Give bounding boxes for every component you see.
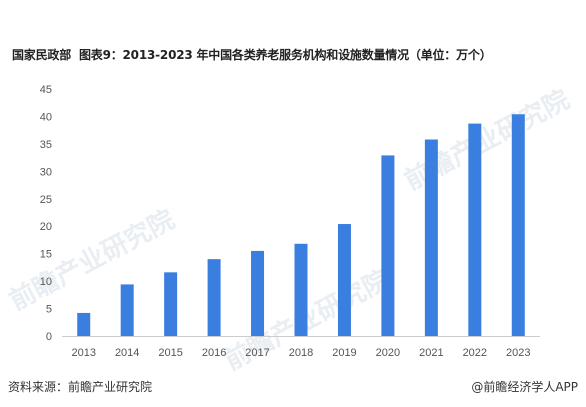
source-prefix: 国家民政部 [12, 48, 72, 62]
chart-title-text: 图表9：2013-2023 年中国各类养老服务机构和设施数量情况（单位：万个） [78, 48, 492, 62]
x-tick-label: 2019 [332, 347, 356, 359]
y-axis-ticks: 0 5 10 15 20 25 30 35 40 45 [40, 84, 52, 343]
brand-credit: @前瞻经济学人APP [471, 380, 578, 394]
bar-2022 [468, 123, 482, 336]
y-tick-label: 5 [46, 304, 52, 316]
y-tick-label: 10 [40, 276, 52, 288]
y-tick-label: 45 [40, 84, 52, 96]
x-tick-label: 2013 [71, 347, 95, 359]
bar-2017 [251, 250, 265, 336]
x-tick-label: 2015 [158, 347, 182, 359]
y-tick-label: 15 [40, 249, 52, 261]
x-tick-label: 2016 [202, 347, 226, 359]
chart-title: 国家民政部 图表9：2013-2023 年中国各类养老服务机构和设施数量情况（单… [12, 46, 492, 63]
bar-2020 [381, 155, 395, 336]
bar-2014 [120, 284, 134, 336]
source-note: 资料来源：前瞻产业研究院 [8, 380, 153, 394]
bar-2016 [207, 259, 221, 336]
y-tick-label: 0 [46, 331, 52, 343]
bar-2023 [511, 114, 525, 336]
y-tick-label: 20 [40, 221, 52, 233]
y-tick-label: 30 [40, 166, 52, 178]
x-tick-label: 2018 [289, 347, 313, 359]
bar-2021 [424, 139, 438, 336]
bar-2015 [164, 272, 178, 336]
bar-2018 [294, 243, 308, 336]
x-tick-label: 2021 [419, 347, 443, 359]
x-tick-label: 2020 [376, 347, 400, 359]
x-axis-ticks: 2013 2014 2015 2016 2017 2018 2019 2020 2021 2022… [71, 347, 530, 359]
x-tick-label: 2017 [245, 347, 269, 359]
x-tick-label: 2022 [463, 347, 487, 359]
bar-2019 [337, 224, 351, 336]
y-tick-label: 25 [40, 194, 52, 206]
x-tick-label: 2023 [506, 347, 530, 359]
y-tick-label: 35 [40, 139, 52, 151]
x-tick-label: 2014 [115, 347, 139, 359]
y-tick-label: 40 [40, 111, 52, 123]
bar-2013 [77, 312, 91, 336]
bar-series [77, 114, 525, 336]
